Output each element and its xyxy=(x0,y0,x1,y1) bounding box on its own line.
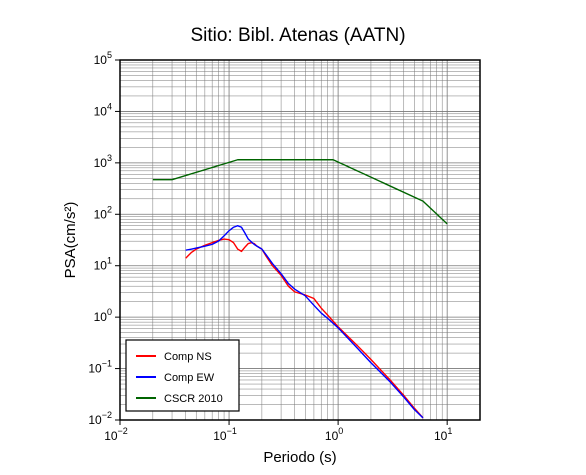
x-axis-ticks: 10−2 10−1 100 101 xyxy=(104,420,452,443)
legend-label-ns: Comp NS xyxy=(164,351,212,363)
grid xyxy=(119,59,481,421)
y-tick-label: 10−2 xyxy=(88,410,112,427)
y-tick-label: 100 xyxy=(94,307,112,324)
chart-title: Sitio: Bibl. Atenas (AATN) xyxy=(190,25,405,46)
legend: Comp NS Comp EW CSCR 2010 xyxy=(125,339,240,412)
x-tick-label: 100 xyxy=(325,426,343,443)
legend-label-ew: Comp EW xyxy=(164,372,215,384)
plot-frame xyxy=(119,59,481,421)
series-lines xyxy=(152,159,448,419)
x-tick-label: 101 xyxy=(434,426,452,443)
legend-box xyxy=(125,339,240,412)
y-axis-label: PSA(cm/s²) xyxy=(62,202,79,279)
y-tick-label: 104 xyxy=(94,101,112,118)
legend-label-cscr: CSCR 2010 xyxy=(164,393,223,405)
y-tick-label: 105 xyxy=(94,50,112,67)
y-tick-label: 103 xyxy=(94,153,112,170)
y-tick-label: 10−1 xyxy=(88,359,112,376)
x-tick-label: 10−2 xyxy=(104,426,128,443)
y-tick-label: 101 xyxy=(94,256,112,273)
series-line-comp-ew xyxy=(185,224,424,419)
y-tick-label: 102 xyxy=(94,204,112,221)
x-axis-label: Periodo (s) xyxy=(263,449,336,466)
series-line-cscr-2010 xyxy=(152,159,448,225)
y-axis-ticks: 10−2 10−1 100 101 102 103 104 105 xyxy=(88,50,120,427)
x-tick-label: 10−1 xyxy=(213,426,237,443)
